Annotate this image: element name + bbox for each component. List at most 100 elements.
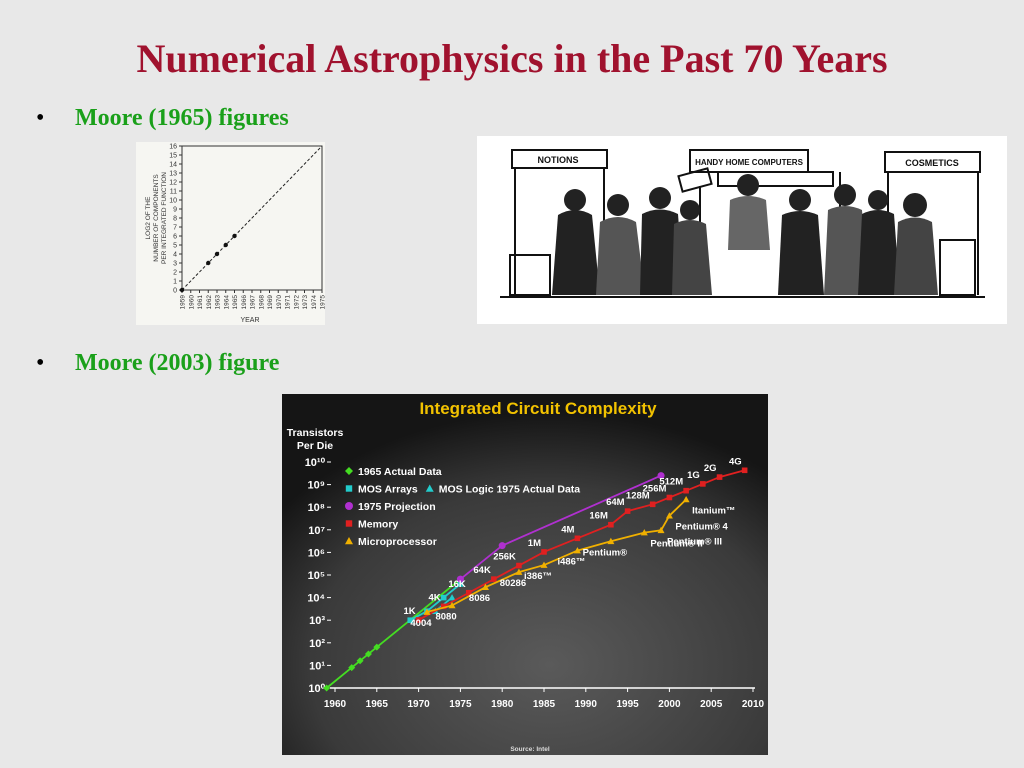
data-label: 1K [403,606,415,617]
trend-line [181,145,323,291]
y-tick-label: 14 [169,162,177,169]
marker [574,535,581,542]
bullet: Moore (2003) figure [75,350,280,376]
data-label: 4G [729,456,742,467]
legend-marker [345,467,353,475]
x-tick-label: 1995 [616,699,639,710]
legend-label: Memory [358,519,398,531]
y-tick-label: 10³ [309,615,325,627]
legend-label: 1975 Projection [358,501,436,513]
x-tick-label: 1973 [302,295,309,310]
point-label: i386™ [524,571,552,582]
y-tick-label: 2 [173,270,177,277]
legend-label: MOS Arrays [358,484,418,496]
data-point [179,287,185,293]
marker [624,508,631,514]
point-label: 80286 [500,578,526,589]
y-tick-label: 8 [173,216,177,223]
y-tick-label: 6 [173,234,177,241]
marker [541,549,547,555]
marker [649,501,656,508]
point-label: Pentium® 4 [675,522,728,533]
marker [741,467,748,474]
y-tick-label: 10⁶ [308,547,325,559]
data-label: 1M [528,538,541,549]
y-tick-label: 10 [169,198,177,205]
legend-marker [345,502,353,510]
data-point [214,251,220,257]
y-tick-label: 10⁵ [308,570,325,582]
legend-label: 1965 Actual Data [358,466,442,478]
data-label: 64K [473,565,491,576]
x-tick-label: 1980 [491,699,514,710]
x-tick-label: 1963 [215,295,222,310]
marker [457,581,464,587]
marker [373,643,381,651]
y-tick-label: 10⁹ [308,480,325,492]
marker [657,472,665,480]
marker [323,684,331,692]
x-tick-label: 2005 [700,699,723,710]
point-label: 8086 [469,593,490,604]
marker [498,542,506,550]
intel-chart: Integrated Circuit Complexity Transistors… [287,399,765,753]
x-tick-label: 1975 [320,295,327,310]
x-tick-label: 1965 [232,295,239,310]
y-tick-label: 12 [169,180,177,187]
series-line [326,578,461,689]
marker [440,603,447,610]
legend-label: Microprocessor [358,536,437,548]
x-tick-label: 1968 [258,295,265,310]
x-tick-label: 1970 [407,699,430,710]
bullet-dot: • [36,105,44,131]
y-tick-label: 10² [309,638,325,650]
y-axis-label: Transistors [287,427,344,439]
data-label: 1G [687,470,700,481]
x-tick-label: 1965 [366,699,389,710]
x-tick-label: 1972 [293,295,300,310]
marker [481,583,489,590]
y-tick-label: 5 [173,243,177,250]
x-tick-label: 1970 [276,295,283,310]
legend-marker [345,485,353,492]
intel-chart-bg [282,394,768,755]
marker [608,521,614,528]
data-point [232,233,237,239]
y-axis-label: LOG2 OF THE [145,196,152,240]
y-axis-label: NUMBER OF COMPONENTS [153,174,160,262]
data-label: 512M [659,477,683,488]
marker [683,487,689,494]
legend-label: MOS Logic 1975 Actual Data [439,484,581,496]
marker [665,512,673,519]
y-tick-label: 10⁰ [308,683,325,695]
data-label: 128M [626,490,650,501]
point-label: Pentium® III [667,536,722,547]
point-label: Pentium® II [650,539,702,550]
point-label: 8080 [435,611,456,622]
y-tick-label: 15 [169,153,177,160]
bullet-dot: • [36,350,44,376]
y-tick-label: 10¹⁰ [305,457,326,469]
sign: NOTIONS [537,155,578,165]
marker [465,589,472,596]
marker [607,537,615,545]
marker [716,474,723,480]
slide-title: Numerical Astrophysics in the Past 70 Ye… [136,36,887,81]
x-tick-label: 1962 [206,295,213,310]
marker [540,561,548,568]
x-tick-label: 1990 [575,699,598,710]
x-tick-label: 1971 [285,295,292,310]
x-tick-label: 1967 [250,295,257,310]
y-axis-label: PER INTEGRATED FUNCTION [161,172,168,264]
legend-marker [345,537,353,545]
y-tick-label: 10⁴ [307,593,325,605]
marker [415,617,422,623]
marker [682,495,690,503]
legend-marker [425,484,434,492]
marker [666,494,673,501]
data-label: 256M [643,484,667,495]
marker [456,575,464,583]
